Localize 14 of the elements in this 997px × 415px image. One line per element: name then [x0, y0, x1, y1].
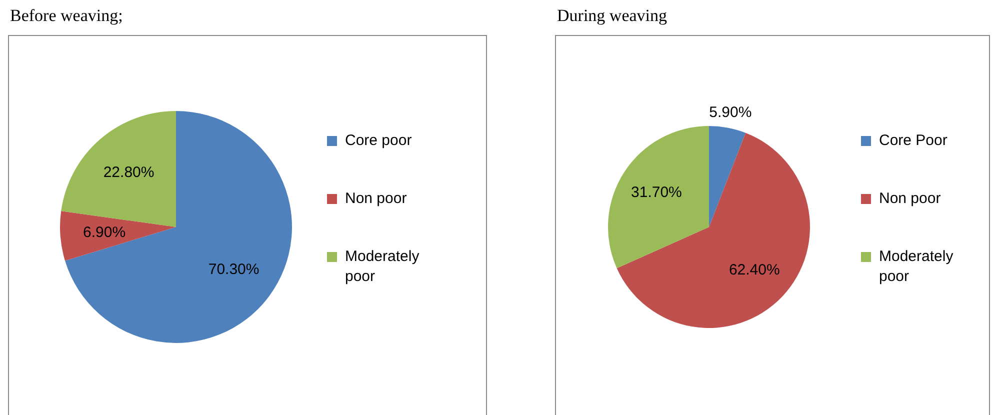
data-label: 70.30%: [208, 260, 260, 278]
data-label: 22.80%: [103, 164, 154, 181]
legend-label: Non poor: [345, 189, 407, 209]
legend-label: Moderately poor: [879, 247, 954, 287]
data-label: 62.40%: [728, 261, 780, 278]
legend-label: Core poor: [345, 131, 412, 151]
data-label: 5.90%: [709, 104, 752, 121]
legend-label: Core Poor: [879, 131, 948, 151]
legend-label: Moderately poor: [345, 247, 420, 287]
data-label: 31.70%: [631, 184, 682, 202]
chart-title: Before weaving;: [10, 6, 123, 26]
data-label: 6.90%: [83, 224, 126, 241]
legend-label: Non poor: [879, 189, 941, 209]
chart-title: During weaving: [557, 6, 668, 26]
